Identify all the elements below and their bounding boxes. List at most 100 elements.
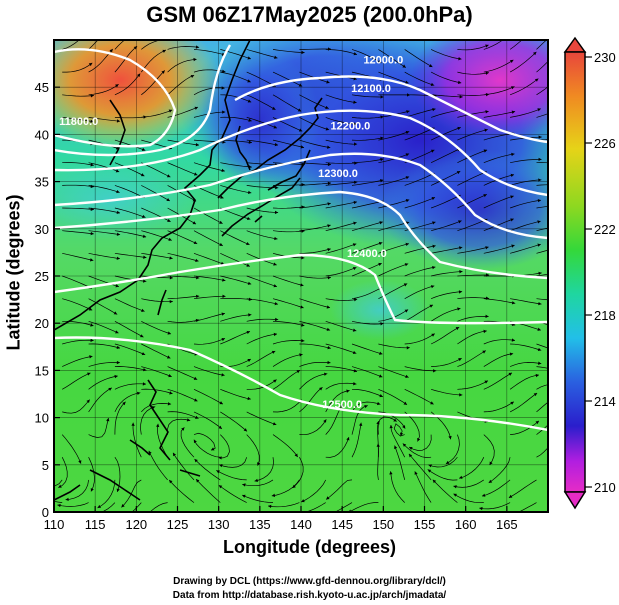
streamline [325,222,357,232]
streamline [272,340,305,345]
streamline-arrow [292,484,296,488]
streamline [536,366,548,369]
streamline-arrow [429,304,433,308]
streamline-arrow [273,125,277,129]
streamline [483,111,516,118]
streamline [390,424,406,458]
streamline [404,266,436,277]
streamline-arrow [169,480,173,484]
streamline-arrow [380,179,384,183]
streamline [114,185,145,199]
streamline-arrow [327,345,331,350]
streamline-arrow [274,55,278,59]
streamline-arrow [273,284,277,288]
streamline [457,149,488,164]
streamline [483,339,516,345]
streamline [457,193,487,209]
streamline-arrow [116,119,121,123]
streamline-arrow [222,140,226,144]
streamline [220,116,252,122]
streamline [378,388,408,405]
streamline-arrow [430,149,435,153]
streamline [193,439,221,458]
streamline-arrow [272,422,277,426]
streamline [348,502,379,512]
streamline-arrow [430,82,435,86]
streamline [141,403,172,413]
streamline [536,298,548,301]
streamline-arrow [294,453,298,458]
streamline-arrow [327,248,331,252]
streamline-arrow [167,331,171,335]
streamline-arrow [404,309,409,313]
x-tick-label: 160 [455,517,477,532]
streamline-arrow [143,279,147,283]
streamline [325,366,358,372]
streamline-arrow [115,84,119,88]
streamline [431,357,462,367]
streamline [62,355,93,367]
streamline [457,246,489,254]
streamline-arrow [222,110,226,114]
streamline-arrow [534,78,539,82]
streamline-arrow [219,220,223,224]
streamline-arrow [327,181,331,185]
streamline [100,502,116,512]
streamline [510,420,540,435]
streamline-arrow [196,294,200,299]
x-tick-label: 140 [290,517,312,532]
streamline-arrow [115,519,118,522]
streamline [246,298,279,305]
streamline [114,275,147,282]
streamline [536,401,548,413]
streamline [193,139,226,143]
streamline-arrow [115,330,119,334]
streamline [457,171,487,186]
streamline [193,338,226,345]
streamline [536,424,548,435]
streamline [140,406,156,435]
streamline [167,139,200,146]
x-tick-label: 120 [125,517,147,532]
streamline [453,479,484,488]
streamline-arrow [254,478,258,483]
streamline-arrow [389,425,393,429]
streamline-arrow [221,312,225,316]
streamline-arrow [193,57,197,62]
streamline [351,221,383,232]
streamline-arrow [89,258,94,262]
streamline-arrow [431,197,436,201]
streamline-arrow [380,136,384,140]
streamline-arrow [532,28,535,31]
streamline-arrow [427,469,432,473]
streamline [325,436,350,458]
streamline [114,230,147,238]
streamline [242,494,274,503]
streamline [62,339,94,345]
streamline [325,320,357,332]
streamline-arrow [194,398,198,402]
streamline [483,195,514,209]
streamline [325,243,357,254]
streamline-arrow [220,195,224,199]
streamline [272,139,305,148]
streamline [272,94,302,112]
streamline [88,298,118,315]
streamline [62,40,80,50]
streamline [479,502,511,510]
streamline-arrow [432,479,437,484]
streamline-arrow [402,64,406,68]
streamline-arrow [221,373,225,377]
streamline [481,479,511,497]
x-tick-label: 155 [414,517,436,532]
streamline-arrow [194,106,198,110]
streamline [167,58,197,73]
streamline [114,383,147,390]
streamline-arrow [325,105,329,109]
streamline-arrow [116,345,120,349]
x-tick-label: 110 [44,517,65,532]
streamline-arrow [141,308,145,312]
streamline-arrow [455,327,460,331]
streamline [167,418,191,435]
streamline-arrow [221,86,225,90]
